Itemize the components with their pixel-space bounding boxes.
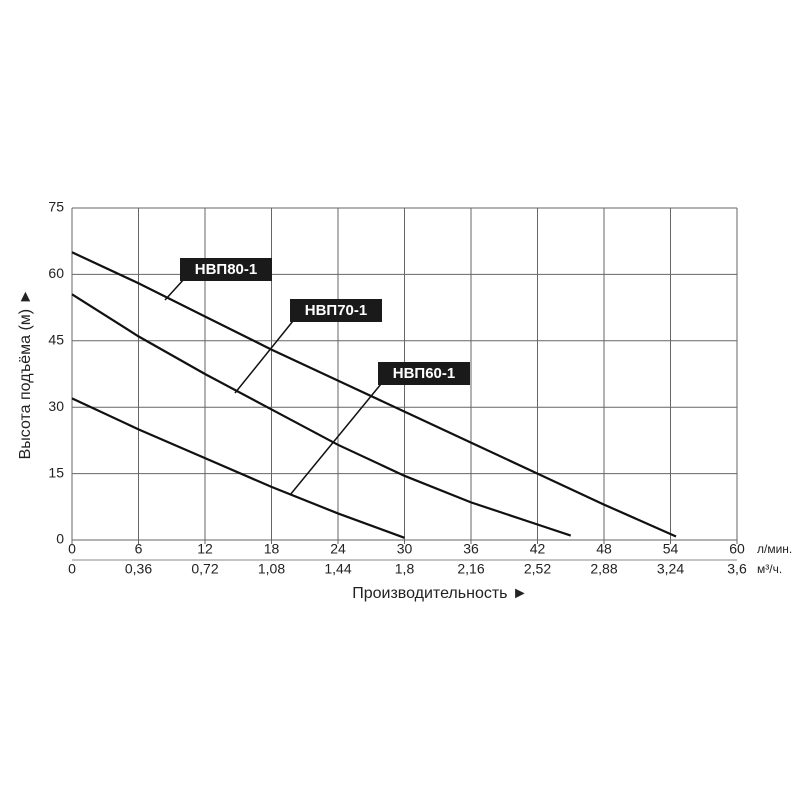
label-box [378,362,470,385]
x-tick-label: 54 [663,541,679,557]
leader-line [164,277,186,301]
x2-tick-label: 0 [68,561,76,577]
x2-tick-label: 2,52 [524,561,551,577]
x-tick-label: 6 [135,541,143,557]
x2-tick-label: 2,88 [590,561,617,577]
x2-tick-label: 2,16 [457,561,484,577]
x2-tick-label: 1,44 [324,561,351,577]
x2-tick-label: 1,8 [395,561,415,577]
curve [71,397,405,539]
x-tick-label: 12 [197,541,213,557]
series-label: НВП80-1 [195,261,257,278]
leader-line [234,320,294,394]
x2-unit: м³/ч. [757,562,782,576]
x-tick-label: 36 [463,541,479,557]
x-tick-label: 42 [530,541,546,557]
series-label: НВП70-1 [305,302,367,319]
y-tick-label: 0 [56,531,64,547]
x2-tick-label: 0,72 [191,561,218,577]
y-tick-label: 75 [48,199,64,215]
x-tick-label: 30 [397,541,413,557]
leader-line [289,383,382,496]
y-tick-label: 30 [48,398,64,414]
x-tick-label: 24 [330,541,346,557]
x2-tick-label: 0,36 [125,561,152,577]
x-tick-label: 48 [596,541,612,557]
label-box [180,258,272,281]
x2-tick-label: 3,24 [657,561,684,577]
curve [71,293,572,537]
x-unit: л/мин. [757,542,792,556]
y-axis-label: Высота подъёма (м) ► [17,289,34,460]
y-tick-label: 60 [48,265,64,281]
x-tick-label: 0 [68,541,76,557]
x-axis-label: Производительность ► [352,585,528,602]
series-label: НВП60-1 [393,365,455,382]
y-tick-label: 45 [48,332,64,348]
label-box [290,299,382,322]
x2-tick-label: 1,08 [258,561,285,577]
x-tick-label: 60 [729,541,745,557]
x-tick-label: 18 [264,541,280,557]
curve [71,251,677,538]
x2-tick-label: 3,6 [727,561,747,577]
y-tick-label: 15 [48,464,64,480]
